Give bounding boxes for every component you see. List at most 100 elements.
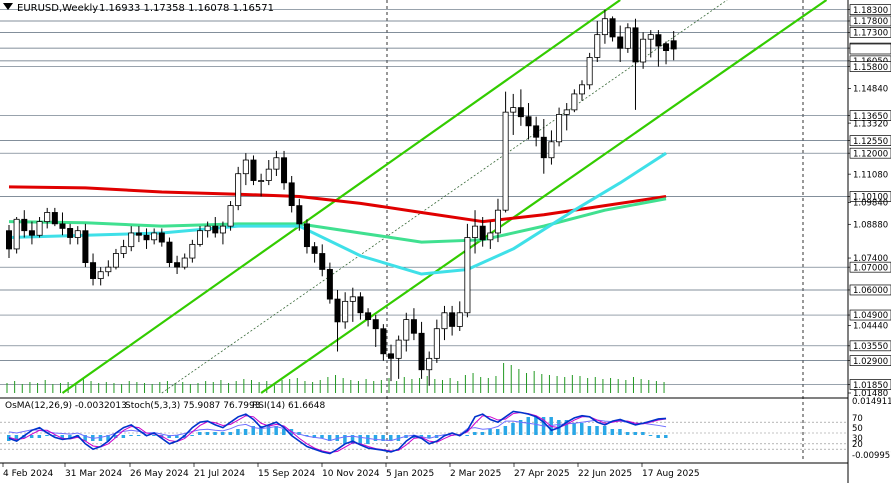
- candle-body: [158, 232, 165, 243]
- stoch-main-line: [8, 410, 667, 455]
- candle-body: [441, 312, 448, 330]
- price-tick-label: 1.13650: [853, 112, 888, 122]
- candle-body: [579, 84, 586, 95]
- price-tick-label: 1.17300: [853, 29, 888, 39]
- candle-body: [311, 246, 318, 254]
- price-tick-label: 1.06000: [853, 286, 888, 296]
- candle-body: [525, 116, 532, 127]
- osma-bar: [495, 429, 500, 435]
- price-level-box: [849, 379, 891, 390]
- osma-bar: [503, 426, 508, 435]
- price-tick-label: 1.15800: [853, 63, 888, 73]
- candle-body: [464, 237, 471, 314]
- time-tick-label: 22 Jun 2025: [578, 469, 632, 479]
- candle-body: [250, 159, 257, 181]
- candle-body: [410, 319, 417, 334]
- osma-bar: [68, 435, 72, 438]
- osma-bar: [488, 429, 492, 435]
- candle-body: [258, 180, 265, 182]
- candle-body: [21, 218, 28, 232]
- candle-body: [670, 40, 677, 50]
- candle-body: [334, 298, 341, 323]
- price-tick-label: 1.07400: [853, 254, 888, 264]
- candle-body: [82, 230, 89, 264]
- osma-bar: [236, 429, 240, 435]
- osma-bar: [7, 435, 11, 441]
- time-tick-label: 27 Apr 2025: [514, 469, 570, 479]
- candle-body: [433, 328, 440, 359]
- osma-bar: [564, 420, 569, 435]
- osma-bar: [618, 429, 622, 435]
- price-tick-label: 1.08880: [853, 221, 888, 231]
- osma-bar: [480, 432, 485, 435]
- price-tick-label: 1.12000: [853, 149, 888, 159]
- osma-bar: [98, 435, 103, 441]
- price-level-box: [849, 191, 891, 202]
- candle-body: [44, 212, 51, 222]
- candle-body: [204, 225, 211, 232]
- osma-bar: [243, 429, 248, 435]
- ohlc-values: 1.16933 1.17358 1.16078 1.16571: [99, 3, 274, 14]
- time-tick-label: 5 Jan 2025: [386, 469, 434, 479]
- candle-body: [181, 257, 188, 268]
- candle-body: [609, 18, 616, 38]
- osma-bar: [534, 417, 538, 435]
- osma-bar: [113, 435, 118, 438]
- candle-body: [349, 296, 356, 302]
- candle-body: [426, 357, 433, 371]
- osma-bar: [121, 435, 126, 438]
- candle-body: [166, 241, 173, 264]
- candle-body: [655, 34, 662, 47]
- osma-bar: [136, 435, 141, 436]
- candle-body: [227, 205, 234, 227]
- rsi-label: RSI(14) 61.6648: [252, 401, 325, 411]
- candle-body: [281, 157, 288, 184]
- candle-body: [13, 218, 20, 250]
- osma-bar: [511, 423, 515, 435]
- osma-bar: [595, 426, 599, 435]
- price-tick-label: 1.11080: [853, 170, 888, 180]
- price-tick-label: 1.18300: [853, 6, 888, 16]
- osma-bar: [633, 432, 637, 435]
- price-level-box: [849, 340, 891, 352]
- candle-body: [196, 230, 203, 245]
- osma-bar: [358, 435, 362, 444]
- candle-body: [663, 43, 670, 52]
- osma-bar: [60, 435, 64, 438]
- osma-bar: [14, 435, 19, 441]
- osma-bar: [664, 435, 668, 438]
- candle-body: [601, 18, 608, 36]
- candle-body: [494, 209, 501, 234]
- osma-bar: [580, 423, 584, 435]
- candle-body: [303, 223, 310, 248]
- osma-bar: [198, 432, 202, 435]
- candle-body: [97, 271, 104, 279]
- price-level-box: [849, 147, 891, 159]
- candle-body: [74, 230, 81, 238]
- time-tick-label: 2 Mar 2025: [450, 469, 501, 479]
- candle-body: [517, 107, 524, 118]
- candle-body: [533, 125, 540, 138]
- channel-midline: [161, 0, 728, 394]
- osma-bar: [266, 426, 271, 435]
- candle-body: [189, 243, 196, 259]
- indicator-scale-label: 70: [852, 414, 863, 424]
- candle-body: [135, 232, 142, 236]
- candle-body: [617, 36, 624, 49]
- candle-body: [59, 223, 66, 229]
- price-tick-label: 1.13320: [853, 119, 888, 129]
- price-level-box: [849, 135, 891, 147]
- price-tick-label: 1.17800: [853, 17, 888, 27]
- candle-body: [143, 234, 150, 241]
- candle-body: [28, 230, 35, 236]
- price-level-box: [849, 261, 891, 273]
- osma-bar: [220, 432, 225, 435]
- candle-body: [51, 212, 58, 225]
- symbol-menu-arrow-icon[interactable]: [3, 3, 13, 10]
- time-tick-label: 10 Nov 2024: [322, 469, 380, 479]
- osma-bar: [29, 435, 34, 438]
- price-tick-label: 1.01480: [853, 389, 888, 399]
- price-level-box: [849, 355, 891, 366]
